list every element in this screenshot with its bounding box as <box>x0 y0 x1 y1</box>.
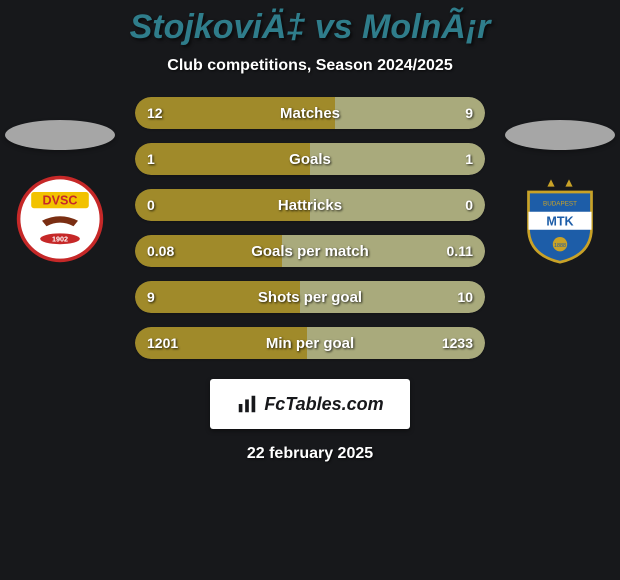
stat-value-left: 1201 <box>147 327 178 359</box>
date-label: 22 february 2025 <box>247 445 373 463</box>
stats-area: 129Matches11Goals00Hattricks0.080.11Goal… <box>0 97 620 373</box>
stat-row: 0.080.11Goals per match <box>135 235 485 267</box>
subtitle: Club competitions, Season 2024/2025 <box>167 57 452 75</box>
stat-bar-right <box>310 189 485 221</box>
stat-bar-right <box>335 97 486 129</box>
chart-icon <box>236 393 258 415</box>
fctables-watermark: FcTables.com <box>210 379 410 429</box>
stat-value-left: 0.08 <box>147 235 174 267</box>
page-title: StojkoviÄ‡ vs MolnÃ¡r <box>130 8 491 47</box>
stat-value-right: 10 <box>457 281 473 313</box>
stat-row: 129Matches <box>135 97 485 129</box>
stat-row: 12011233Min per goal <box>135 327 485 359</box>
stat-row: 910Shots per goal <box>135 281 485 313</box>
stat-row: 00Hattricks <box>135 189 485 221</box>
stat-row: 11Goals <box>135 143 485 175</box>
stat-value-right: 0 <box>465 189 473 221</box>
comparison-card: StojkoviÄ‡ vs MolnÃ¡r Club competitions,… <box>0 0 620 580</box>
stat-value-left: 12 <box>147 97 163 129</box>
fctables-label: FcTables.com <box>264 394 383 415</box>
stat-bar-left <box>135 189 310 221</box>
stat-value-left: 0 <box>147 189 155 221</box>
stat-value-right: 0.11 <box>447 235 473 267</box>
stat-value-right: 1 <box>465 143 473 175</box>
stat-bar-left <box>135 281 300 313</box>
stat-value-left: 9 <box>147 281 155 313</box>
stat-bar-left <box>135 143 310 175</box>
stat-bar-right <box>310 143 485 175</box>
stat-value-left: 1 <box>147 143 155 175</box>
stat-bar-left <box>135 97 335 129</box>
stat-value-right: 1233 <box>442 327 473 359</box>
stat-value-right: 9 <box>465 97 473 129</box>
